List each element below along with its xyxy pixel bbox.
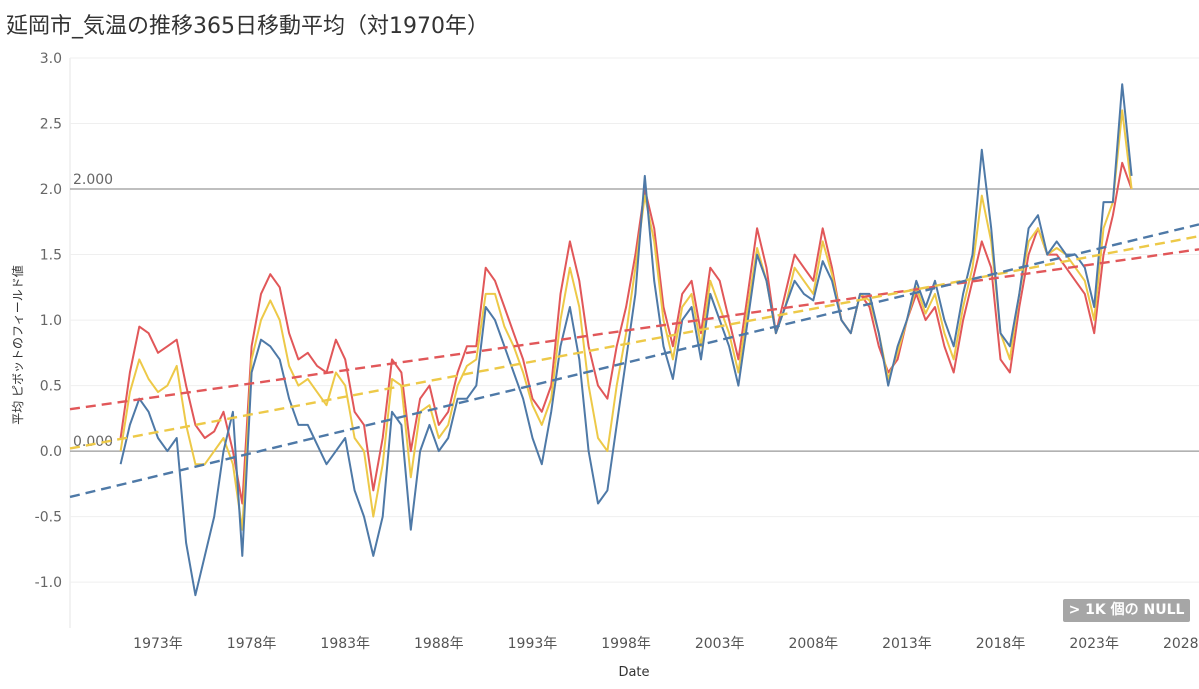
series-line-2 [119,109,1133,531]
reference-line-label: 2.000 [73,172,113,188]
x-tick-label: 2028年 [1163,636,1199,652]
x-tick-label: 1973年 [133,636,183,652]
y-tick-label: 1.0 [40,313,62,329]
y-tick-label: 2.0 [40,182,62,198]
x-tick-label: 2003年 [695,636,745,652]
y-tick-label: 1.5 [40,248,62,264]
x-tick-label: 2013年 [882,636,932,652]
trend-line-1 [69,248,1199,411]
y-tick-label: 0.5 [40,379,62,395]
null-count-badge[interactable]: > 1K 個の NULL [1063,599,1190,622]
x-tick-label: 2023年 [1069,636,1119,652]
x-axis: 1973年 1978年 1983年 1988年 1993年 1998年 2003年 2008年… [133,636,1199,652]
trend-line-3 [69,223,1199,499]
x-tick-label: 1988年 [414,636,464,652]
x-tick-label: 1993年 [508,636,558,652]
series-line-3 [119,83,1133,597]
reference-line-label: 0.000 [73,434,113,450]
x-tick-label: 2008年 [788,636,838,652]
y-tick-label: 2.5 [40,117,62,133]
reference-lines: 2.000 0.000 [70,172,1199,452]
trend-lines [69,223,1199,499]
x-tick-label: 1978年 [227,636,277,652]
x-axis-title: Date [618,665,649,680]
gridlines [69,57,1199,628]
series-line-1 [119,161,1133,505]
x-tick-label: 2018年 [976,636,1026,652]
page-title: 延岡市_気温の推移365日移動平均（対1970年） [6,14,489,39]
y-tick-label: 3.0 [40,51,62,67]
y-axis-title: 平均 ピボットのフィールド値 [10,265,25,425]
y-tick-label: -1.0 [35,575,62,591]
y-axis: 3.0 2.5 2.0 1.5 1.0 0.5 0.0 -0.5 -1.0 [35,51,62,591]
y-tick-label: 0.0 [40,444,62,460]
y-tick-label: -0.5 [35,510,62,526]
series-lines [119,83,1133,597]
x-tick-label: 1983年 [320,636,370,652]
x-tick-label: 1998年 [601,636,651,652]
